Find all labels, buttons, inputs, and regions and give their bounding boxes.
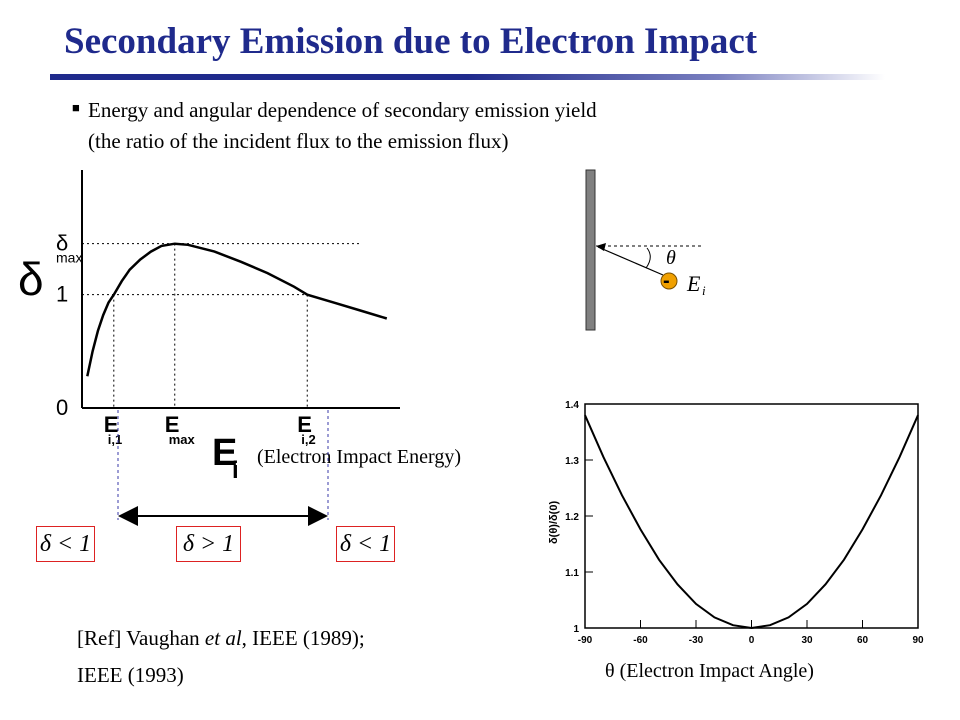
energy-x-tick-0: E — [104, 412, 119, 437]
angle-y-tick-label-4: 1.4 — [565, 400, 579, 411]
energy-y-tick-1: 1 — [56, 282, 68, 307]
angle-x-tick-label-1: -60 — [633, 635, 648, 646]
energy-chart-x-label-subscript: i — [232, 457, 239, 484]
energy-chart-guides — [82, 243, 360, 408]
theta-label: θ — [666, 247, 676, 269]
impact-angle-diagram: θ - E i — [585, 169, 706, 331]
energy-label: E — [686, 271, 701, 296]
angle-y-tick-label-3: 1.3 — [565, 456, 579, 467]
angle-x-tick-label-0: -90 — [578, 635, 593, 646]
angle-yield-chart: 1 1.1 1.2 1.3 1.4 -90 -60 -30 0 30 60 90 δ(θ)/δ(0) — [548, 400, 924, 646]
angle-x-tick-label-2: -30 — [689, 635, 704, 646]
target-plate — [585, 169, 596, 331]
reference-line1: [Ref] Vaughan et al, IEEE (1989); — [77, 626, 365, 651]
energy-yield-curve — [86, 242, 388, 377]
incident-trajectory — [597, 246, 664, 276]
energy-chart-y-label: δ — [18, 253, 44, 305]
angle-x-tick-label-6: 90 — [912, 635, 924, 646]
angle-caption-wrap: θ (Electron Impact Angle) — [605, 660, 814, 683]
page-title: Secondary Emission due to Electron Impac… — [64, 21, 758, 62]
angle-chart-frame — [584, 403, 919, 629]
angle-x-tick-label-5: 60 — [857, 635, 869, 646]
incident-arrowhead — [596, 243, 606, 251]
theta-symbol: θ — [605, 660, 615, 682]
reference-line2: IEEE (1993) — [77, 663, 184, 687]
angle-x-tick-label-3: 0 — [749, 635, 755, 646]
angle-y-tick-label-0: 1 — [573, 624, 579, 635]
angle-chart-x-ticks: -90 -60 -30 0 30 60 90 — [578, 620, 924, 646]
angle-chart-y-label: δ(θ)/δ(0) — [548, 501, 560, 544]
energy-caption: (Electron Impact Energy) — [257, 446, 461, 468]
region-box-left: δ < 1 — [36, 526, 95, 562]
electron-icon — [660, 272, 678, 290]
energy-label-subscript: i — [702, 283, 706, 298]
angle-y-tick-label-1: 1.1 — [565, 568, 579, 579]
energy-y-tick-0: δ — [56, 231, 68, 256]
reference-suffix: , IEEE (1989); — [241, 626, 365, 650]
energy-y-tick-sub-0: max — [56, 250, 82, 266]
angle-arc — [645, 247, 651, 269]
bullet-text-line2: (the ratio of the incident flux to the e… — [88, 129, 509, 153]
energy-chart-x-label: E — [212, 432, 237, 474]
bullet-square-icon: ■ — [72, 100, 80, 115]
angle-yield-curve — [584, 414, 919, 630]
angle-chart-y-ticks: 1 1.1 1.2 1.3 1.4 — [565, 400, 593, 635]
bullet-text-line1: Energy and angular dependence of seconda… — [88, 98, 597, 122]
energy-x-tick-sub-2: i,2 — [301, 432, 315, 447]
energy-x-tick-2: E — [297, 412, 312, 437]
region-box-middle: δ > 1 — [176, 526, 241, 562]
region-annotations — [117, 410, 329, 526]
energy-y-tick-2: 0 — [56, 395, 68, 420]
title-underline — [50, 74, 885, 80]
angle-x-tick-label-4: 30 — [801, 635, 813, 646]
reference-prefix: [Ref] Vaughan — [77, 626, 205, 650]
angle-caption: (Electron Impact Angle) — [619, 660, 814, 682]
angle-y-tick-label-2: 1.2 — [565, 512, 579, 523]
region-box-right: δ < 1 — [336, 526, 395, 562]
reference-italic: et al — [204, 626, 242, 650]
energy-x-tick-sub-0: i,1 — [108, 432, 122, 447]
energy-x-tick-1: E — [165, 412, 180, 437]
electron-charge-label: - — [663, 270, 670, 292]
energy-x-tick-sub-1: max — [169, 432, 196, 447]
